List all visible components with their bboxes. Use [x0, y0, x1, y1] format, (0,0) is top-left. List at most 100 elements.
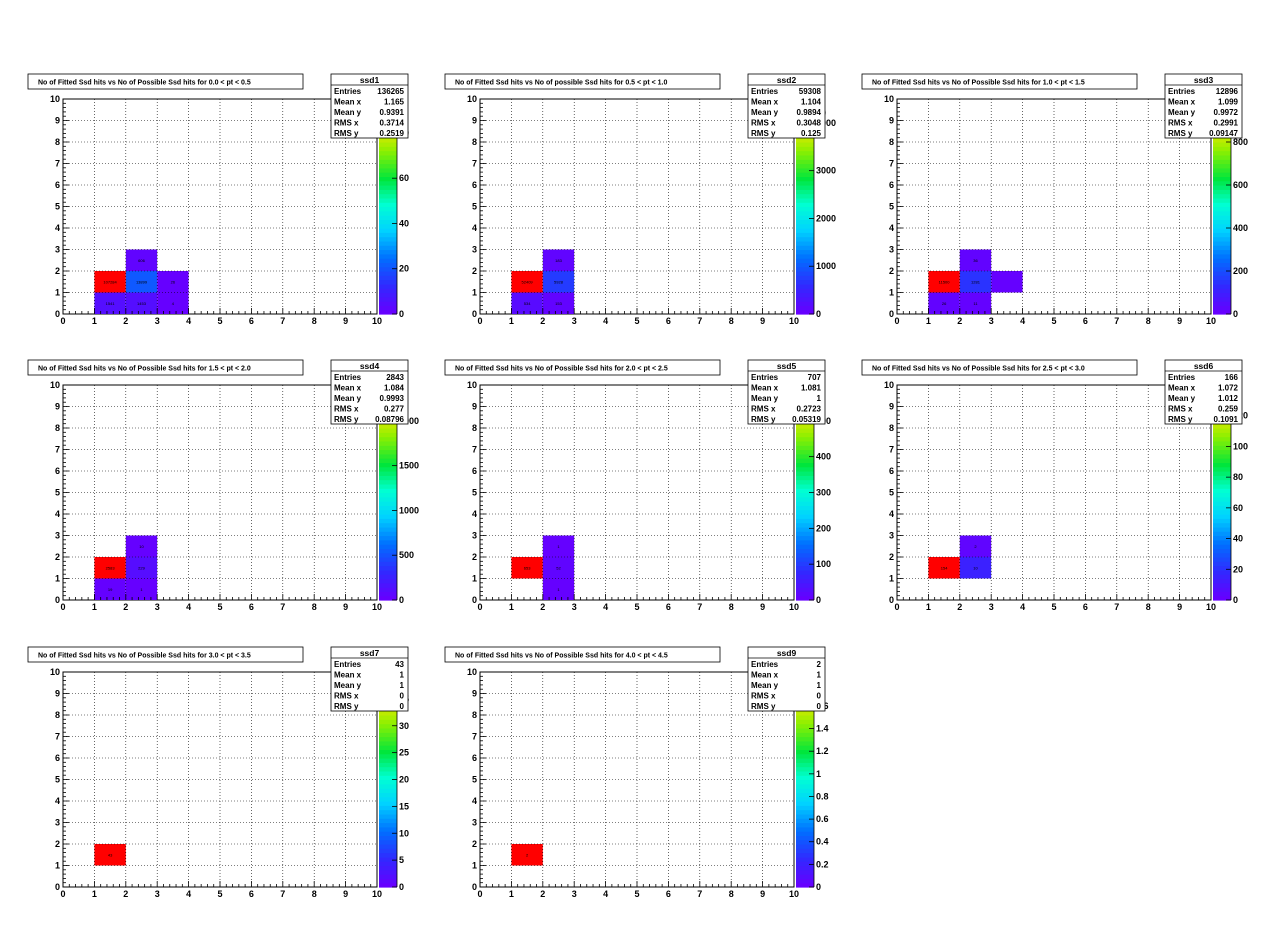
colorbar-band: [1213, 305, 1231, 311]
y-tick-label: 6: [55, 753, 60, 763]
colorbar-band: [379, 770, 397, 776]
colorbar-band: [379, 557, 397, 562]
y-tick-label: 6: [889, 180, 894, 190]
colorbar-band: [1213, 518, 1231, 524]
colorbar-band: [796, 154, 814, 160]
colorbar-band: [796, 835, 814, 841]
colorbar-band: [1213, 492, 1231, 498]
chart-title: No of Fitted Ssd hits vs No of Possible …: [38, 80, 251, 87]
stats-label: RMS y: [334, 415, 359, 424]
colorbar-tick-label: 1000: [399, 505, 419, 515]
colorbar-band: [796, 522, 814, 528]
x-tick-label: 0: [60, 316, 65, 326]
cell-value-label: 1: [557, 587, 560, 592]
colorbar-band: [796, 745, 814, 750]
colorbar-band: [796, 805, 814, 811]
cell-value-label: 229: [138, 565, 145, 570]
colorbar-band: [796, 180, 814, 186]
stats-value: 12896: [1216, 87, 1239, 96]
y-tick-label: 5: [472, 775, 477, 785]
x-tick-label: 5: [217, 602, 222, 612]
y-tick-label: 3: [55, 531, 60, 541]
y-tick-label: 10: [50, 667, 60, 677]
x-tick-label: 4: [1020, 316, 1025, 326]
cell-value-label: 5928: [554, 279, 564, 284]
colorbar-band: [379, 262, 397, 268]
colorbar-band: [1213, 509, 1231, 515]
colorbar-band: [379, 835, 397, 841]
colorbar-tick-label: 0.6: [816, 814, 829, 824]
stats-value: 166: [1225, 373, 1239, 382]
colorbar-band: [379, 565, 397, 571]
colorbar-band: [796, 548, 814, 554]
colorbar-band: [796, 723, 814, 729]
stats-value: 0.05319: [792, 415, 821, 424]
colorbar-tick-label: 0: [816, 595, 821, 605]
y-tick-label: 4: [55, 509, 60, 519]
colorbar-band: [796, 861, 814, 867]
stats-value: 1: [400, 671, 405, 680]
x-tick-label: 6: [666, 602, 671, 612]
colorbar-band: [796, 197, 814, 203]
colorbar-band: [796, 479, 814, 485]
y-tick-label: 1: [55, 288, 60, 298]
y-tick-label: 6: [889, 466, 894, 476]
colorbar-band: [796, 189, 814, 195]
colorbar-band: [379, 809, 397, 815]
colorbar-band: [1213, 262, 1231, 268]
stats-label: Mean y: [334, 394, 362, 403]
colorbar-band: [796, 271, 814, 276]
stats-label: Mean x: [334, 384, 362, 393]
colorbar-band: [796, 496, 814, 502]
stats-name: ssd2: [777, 75, 797, 85]
x-tick-label: 8: [1146, 602, 1151, 612]
colorbar-band: [796, 578, 814, 584]
colorbar-band: [379, 856, 397, 862]
chart-title: No of Fitted Ssd hits vs No of Possible …: [455, 653, 668, 660]
x-tick-label: 3: [155, 316, 160, 326]
colorbar-band: [796, 762, 814, 768]
x-tick-label: 6: [666, 316, 671, 326]
colorbar-band: [379, 471, 397, 476]
colorbar-band: [379, 236, 397, 242]
stats-value: 1.099: [1218, 98, 1239, 107]
colorbar-band: [796, 305, 814, 311]
colorbar-band: [379, 544, 397, 549]
y-tick-label: 9: [472, 402, 477, 412]
colorbar-band: [379, 844, 397, 849]
y-tick-label: 1: [472, 288, 477, 298]
colorbar-band: [796, 732, 814, 738]
stats-label: RMS y: [1168, 129, 1193, 138]
colorbar-tick-label: 0: [399, 882, 404, 892]
colorbar-tick-label: 400: [1233, 223, 1248, 233]
colorbar-band: [796, 552, 814, 558]
stats-name: ssd5: [777, 361, 797, 371]
colorbar-tick-label: 500: [399, 550, 414, 560]
colorbar-band: [379, 848, 397, 854]
y-tick-label: 1: [55, 574, 60, 584]
x-tick-label: 0: [60, 889, 65, 899]
colorbar-band: [796, 137, 814, 143]
stats-label: Entries: [1168, 87, 1196, 96]
x-tick-label: 3: [155, 602, 160, 612]
heatmap-cell: [511, 557, 543, 579]
colorbar-band: [379, 432, 397, 438]
y-tick-label: 7: [55, 159, 60, 169]
x-tick-label: 7: [697, 316, 702, 326]
x-tick-label: 2: [540, 316, 545, 326]
y-tick-label: 8: [889, 137, 894, 147]
colorbar-band: [1213, 423, 1231, 429]
colorbar-band: [379, 783, 397, 789]
cell-value-label: 4: [172, 301, 175, 306]
colorbar-band: [796, 826, 814, 832]
colorbar-band: [1213, 215, 1231, 220]
colorbar-band: [1213, 453, 1231, 459]
cell-value-label: 19: [108, 587, 113, 592]
colorbar-band: [379, 305, 397, 311]
stats-label: Entries: [751, 660, 779, 669]
heatmap-cell: [125, 249, 158, 271]
stats-value: 0.08796: [375, 415, 404, 424]
colorbar-band: [1213, 483, 1231, 489]
cell-value-label: 153: [555, 301, 562, 306]
